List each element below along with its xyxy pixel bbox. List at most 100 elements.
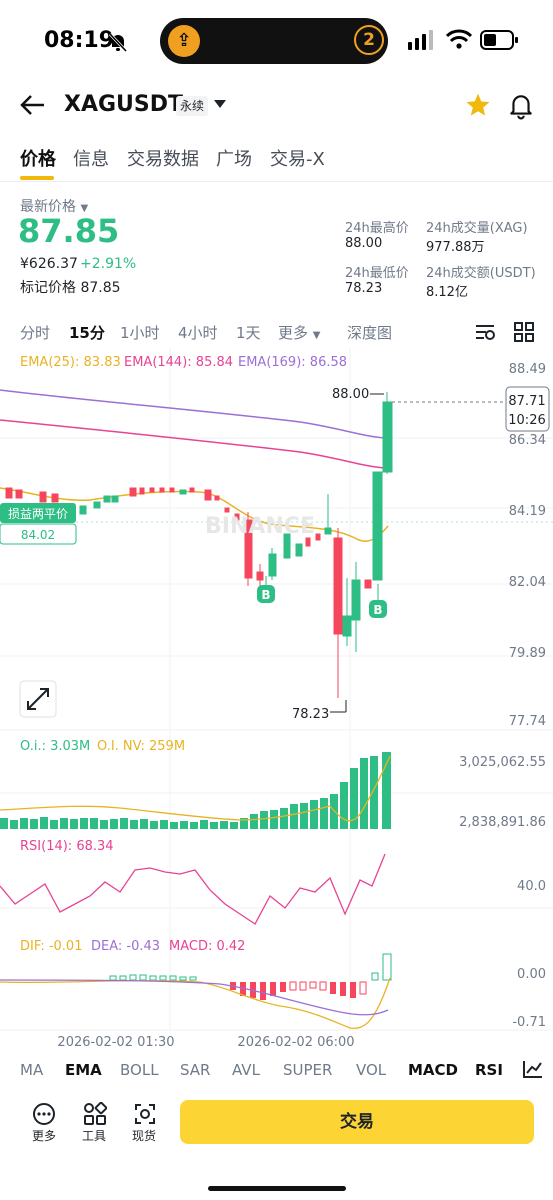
- breakeven-label[interactable]: [0, 503, 76, 523]
- low-label: 24h最低价: [345, 266, 409, 281]
- volume-value: 977.88万: [426, 240, 485, 255]
- contract-type-tag: 永续: [176, 96, 209, 116]
- indicator-avl[interactable]: AVL: [232, 1061, 260, 1079]
- last-price-label[interactable]: 最新价格 ▼: [20, 199, 89, 215]
- price-axis-tick: 77.74: [509, 714, 546, 729]
- chevron-down-icon: ▼: [312, 330, 321, 341]
- indicator-super[interactable]: SUPER: [283, 1061, 333, 1079]
- current-price-tag: [505, 386, 550, 432]
- buy-marker: [257, 585, 275, 603]
- ema25-legend: EMA(25): 83.83: [20, 355, 121, 370]
- time-axis-tick: 2026-02-02 06:00: [237, 1035, 354, 1048]
- low-value: 78.23: [345, 281, 383, 296]
- oi-legend: O.i.: 3.03M: [20, 739, 90, 754]
- candle-countdown: 10:26: [508, 413, 545, 428]
- macd-axis-top: 0.00: [517, 967, 546, 982]
- rsi-line: [0, 853, 386, 925]
- symbol-title[interactable]: XAGUSDT: [64, 92, 184, 117]
- tab-price[interactable]: 价格: [20, 149, 56, 170]
- binance-watermark: BINANCE: [205, 514, 315, 539]
- spot-button[interactable]: 现货: [132, 1129, 157, 1143]
- chevron-down-icon: ▼: [80, 203, 89, 214]
- more-button[interactable]: 更多: [32, 1129, 57, 1143]
- dif-legend: DIF: -0.01: [20, 939, 82, 954]
- change-percent: +2.91%: [80, 256, 137, 272]
- ema144-line: [0, 419, 386, 469]
- price-chart[interactable]: EMA(25): 83.83 EMA(144): 85.84 EMA(169):…: [0, 348, 553, 1048]
- wifi-icon: [446, 29, 472, 49]
- mark-price-row: 标记价格 87.85: [20, 280, 121, 296]
- dea-legend: DEA: -0.43: [91, 939, 160, 954]
- cny-price: ¥626.37: [20, 256, 78, 272]
- svg-text:B: B: [261, 588, 270, 602]
- favorite-star-icon[interactable]: [464, 92, 492, 118]
- expand-icon: [27, 688, 49, 710]
- high-value: 88.00: [345, 236, 383, 251]
- price-axis-tick: 88.49: [509, 362, 546, 377]
- oi-bars: [0, 752, 391, 829]
- macd-axis-bottom: -0.71: [512, 1015, 546, 1030]
- breakeven-value: 84.02: [21, 528, 55, 542]
- indicator-settings-icon[interactable]: [474, 322, 496, 342]
- status-time: 08:19: [44, 28, 115, 53]
- macd-legend: MACD: 0.42: [169, 939, 245, 954]
- svg-text:损益两平价: 损益两平价: [8, 507, 68, 521]
- indicator-macd[interactable]: MACD: [408, 1061, 458, 1079]
- dea-line: [0, 979, 389, 1016]
- indicator-boll[interactable]: BOLL: [120, 1061, 159, 1079]
- indicator-vol[interactable]: VOL: [356, 1061, 387, 1079]
- tab-square[interactable]: 广场: [216, 149, 252, 170]
- oi-nv-legend: O.I. NV: 259M: [97, 739, 185, 754]
- bell-muted-icon: [108, 32, 128, 53]
- tab-trade-x[interactable]: 交易-X: [270, 149, 325, 170]
- spot-icon[interactable]: [133, 1102, 157, 1126]
- bell-icon[interactable]: [508, 92, 534, 120]
- indicator-chart-icon[interactable]: [522, 1059, 544, 1079]
- battery-icon: [480, 30, 518, 50]
- ema144-legend: EMA(144): 85.84: [124, 355, 233, 370]
- home-indicator: [208, 1186, 346, 1191]
- indicator-ema[interactable]: EMA: [65, 1061, 102, 1079]
- interval-4h[interactable]: 4小时: [178, 324, 218, 342]
- back-arrow-icon[interactable]: [18, 90, 48, 120]
- more-icon[interactable]: [32, 1102, 56, 1126]
- tab-info[interactable]: 信息: [73, 149, 109, 170]
- interval-1d[interactable]: 1天: [236, 324, 261, 342]
- tab-trading-data[interactable]: 交易数据: [127, 149, 199, 170]
- indicator-sar[interactable]: SAR: [180, 1061, 211, 1079]
- time-axis-tick: 2026-02-02 01:30: [57, 1035, 174, 1048]
- interval-more[interactable]: 更多 ▼: [278, 324, 321, 342]
- high-marker: 88.00: [332, 387, 369, 402]
- mark-price: 87.85: [80, 280, 121, 296]
- ema169-legend: EMA(169): 86.58: [238, 355, 347, 370]
- divider: [0, 181, 553, 182]
- rsi-legend: RSI(14): 68.34: [20, 839, 114, 854]
- rsi-axis: 40.0: [517, 879, 546, 894]
- trade-button[interactable]: 交易: [180, 1100, 534, 1144]
- ema25-line: [0, 487, 389, 542]
- notification-count-badge[interactable]: 2: [354, 25, 384, 55]
- depth-chart-tab[interactable]: 深度图: [347, 324, 393, 342]
- tab-active-indicator: [20, 176, 54, 180]
- interval-1h[interactable]: 1小时: [120, 324, 160, 342]
- price-axis-tick: 79.89: [509, 646, 546, 661]
- dif-line: [0, 977, 391, 1029]
- price-axis-tick: 82.04: [509, 575, 546, 590]
- tools-icon[interactable]: [83, 1102, 107, 1126]
- high-label: 24h最高价: [345, 221, 409, 236]
- last-price: 87.85: [18, 212, 120, 250]
- indicator-rsi[interactable]: RSI: [475, 1061, 503, 1079]
- oi-nv-line: [0, 755, 391, 822]
- turnover-value: 8.12亿: [426, 285, 468, 300]
- cellular-signal-icon: [408, 30, 433, 50]
- low-marker: 78.23: [292, 707, 329, 722]
- interval-time[interactable]: 分时: [20, 324, 51, 342]
- turnover-label: 24h成交额(USDT): [426, 266, 536, 281]
- upload-icon[interactable]: ⇪: [168, 25, 200, 57]
- volume-label: 24h成交量(XAG): [426, 221, 528, 236]
- indicator-ma[interactable]: MA: [20, 1061, 44, 1079]
- tools-button[interactable]: 工具: [82, 1129, 107, 1143]
- symbol-dropdown-icon[interactable]: [214, 100, 226, 108]
- layout-grid-icon[interactable]: [514, 322, 534, 342]
- interval-15m[interactable]: 15分: [69, 324, 105, 342]
